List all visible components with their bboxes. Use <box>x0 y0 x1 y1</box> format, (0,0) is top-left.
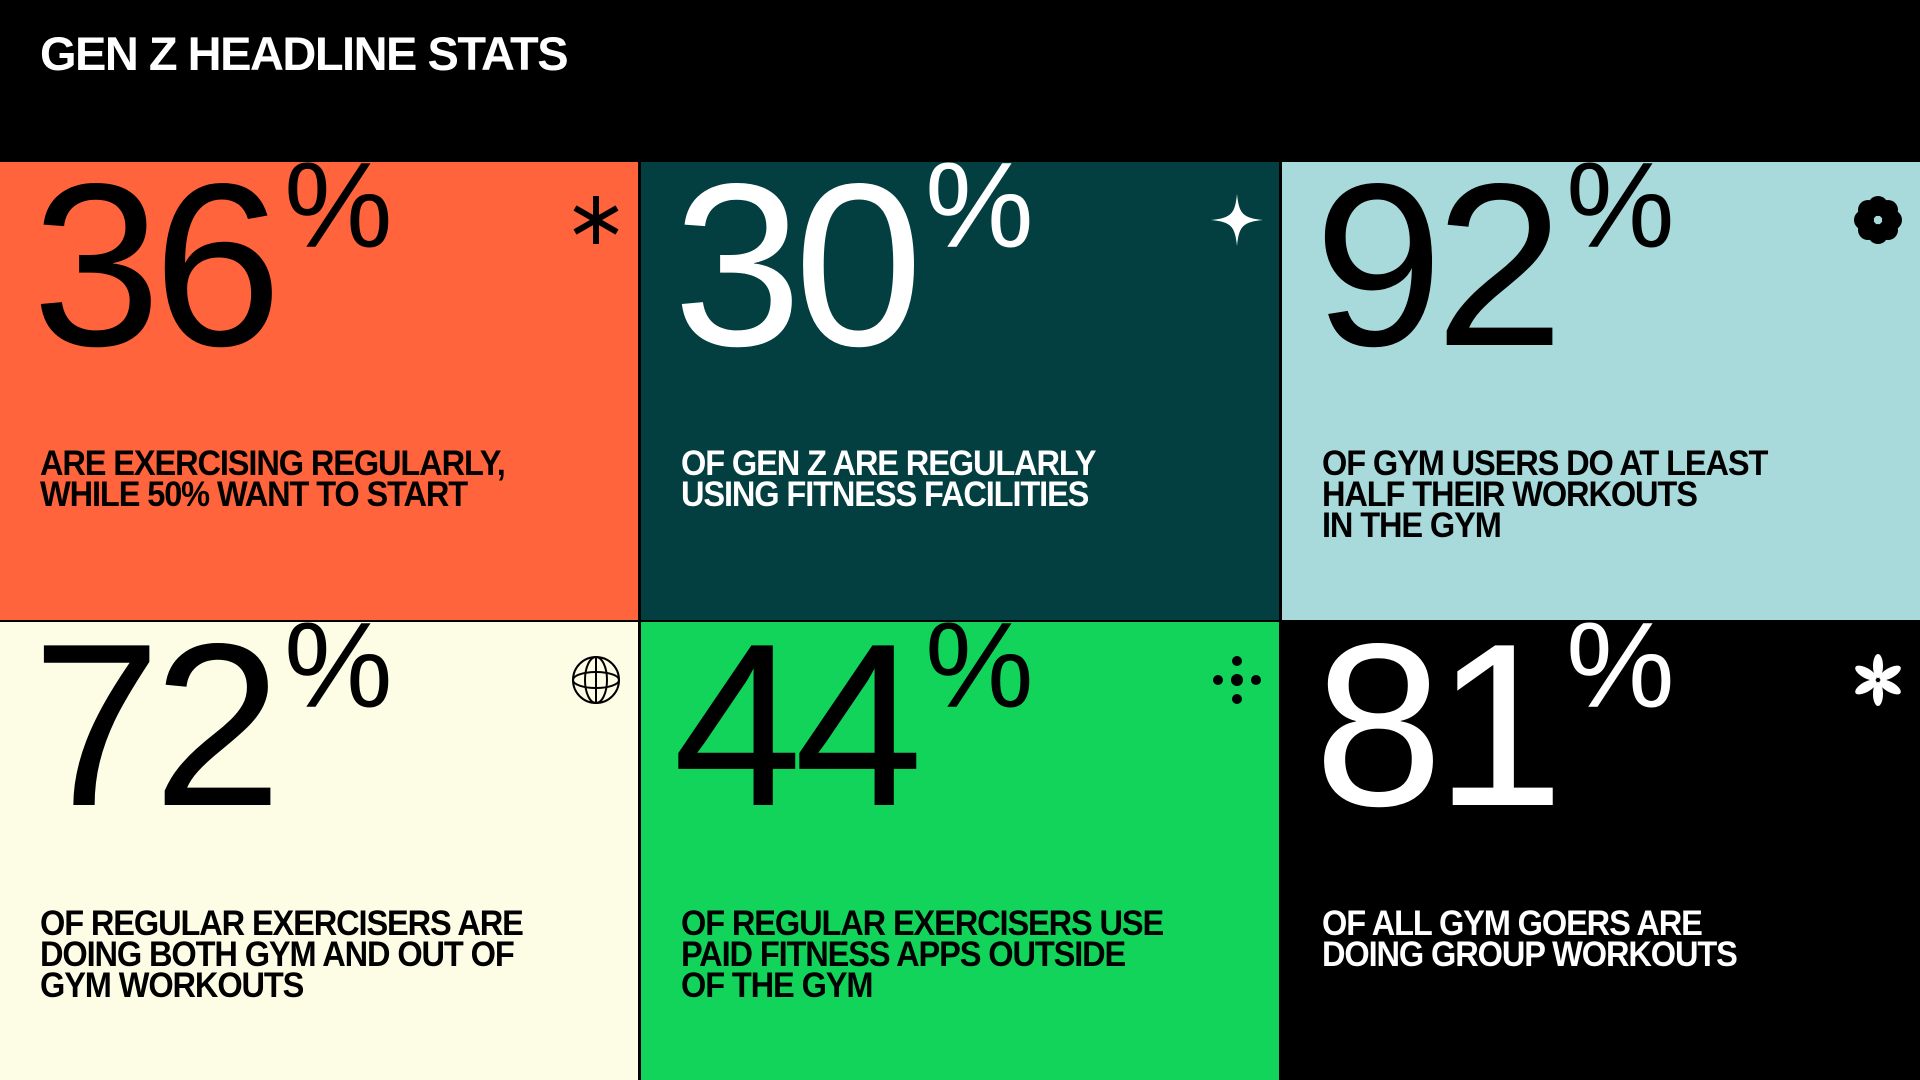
petal-asterisk-icon <box>1855 654 1901 706</box>
sparkle-icon <box>1211 194 1263 246</box>
stat-description: OF REGULAR EXERCISERS USE PAID FITNESS A… <box>681 904 1164 1005</box>
page-title: GEN Z HEADLINE STATS <box>40 27 569 80</box>
stat-number: 30 <box>673 162 923 395</box>
stat-card: 30% OF GEN Z ARE REGULARLY USING FITNESS… <box>641 162 1279 620</box>
stat-number: 81 <box>1314 622 1564 855</box>
flower-icon <box>1854 196 1902 244</box>
stat-number: 44 <box>673 622 923 855</box>
header: GEN Z HEADLINE STATS <box>0 0 1920 160</box>
stat-description: OF GYM USERS DO AT LEAST HALF THEIR WORK… <box>1322 444 1768 545</box>
stat-description: ARE EXERCISING REGULARLY, WHILE 50% WANT… <box>40 444 506 514</box>
stat-card: 36% ARE EXERCISING REGULARLY, WHILE 50% … <box>0 162 638 620</box>
asterisk-icon <box>573 196 619 244</box>
stat-card: 72% OF REGULAR EXERCISERS ARE DOING BOTH… <box>0 622 638 1080</box>
stat-value: 44% <box>673 622 1034 842</box>
stat-value: 72% <box>32 622 393 842</box>
stat-number: 72 <box>32 622 282 855</box>
stat-number: 36 <box>32 162 282 395</box>
stat-unit: % <box>925 622 1034 733</box>
stat-value: 36% <box>32 162 393 382</box>
stat-number: 92 <box>1314 162 1564 395</box>
stat-description: OF GEN Z ARE REGULARLY USING FITNESS FAC… <box>681 444 1096 514</box>
stat-card: 81% OF ALL GYM GOERS ARE DOING GROUP WOR… <box>1282 622 1920 1080</box>
stat-value: 30% <box>673 162 1034 382</box>
stat-unit: % <box>284 162 393 273</box>
stat-value: 92% <box>1314 162 1675 382</box>
stat-card: 44% OF REGULAR EXERCISERS USE PAID FITNE… <box>641 622 1279 1080</box>
stat-unit: % <box>284 622 393 733</box>
dots-cross-icon <box>1213 656 1261 704</box>
stat-unit: % <box>1566 162 1675 273</box>
stat-description: OF ALL GYM GOERS ARE DOING GROUP WORKOUT… <box>1322 904 1738 974</box>
stat-description: OF REGULAR EXERCISERS ARE DOING BOTH GYM… <box>40 904 524 1005</box>
stat-unit: % <box>1566 622 1675 733</box>
stat-card: 92% OF GYM USERS DO AT LEAST HALF THEIR … <box>1282 162 1920 620</box>
stat-unit: % <box>925 162 1034 273</box>
stat-value: 81% <box>1314 622 1675 842</box>
globe-icon <box>572 656 620 704</box>
